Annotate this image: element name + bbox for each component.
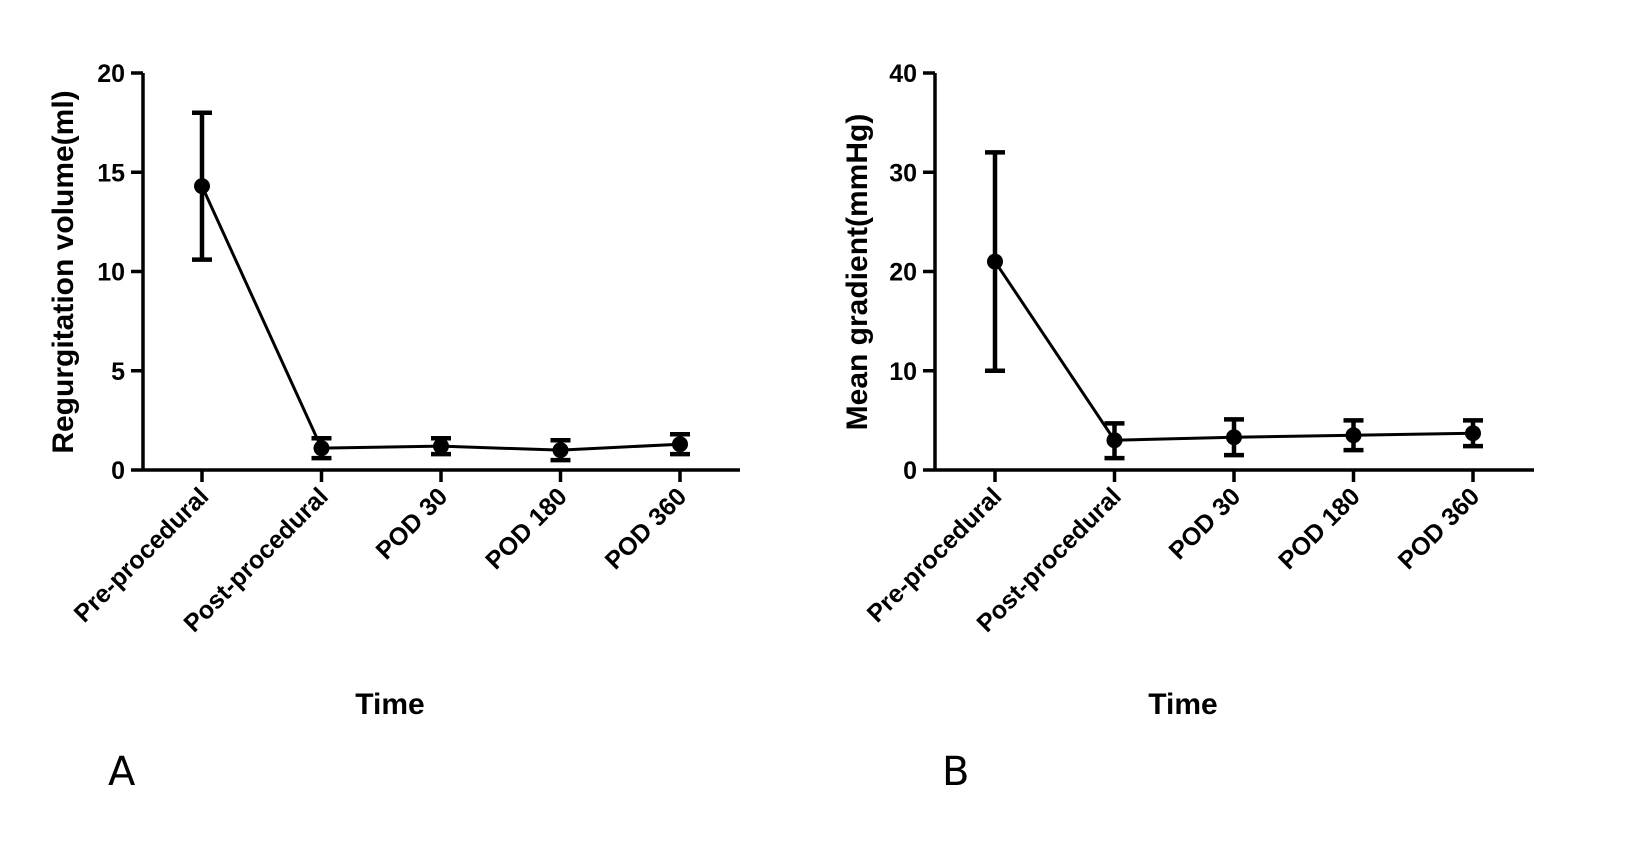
y-tick-label: 20 — [97, 60, 125, 88]
y-axis-title: Regurgitation volume(ml) — [47, 90, 80, 453]
y-tick-label: 15 — [97, 159, 125, 187]
x-tick-label: POD 180 — [1273, 482, 1366, 575]
x-axis-title: Time — [1148, 688, 1217, 721]
panel-letter: A — [108, 749, 136, 795]
panel-letter: B — [942, 749, 969, 795]
y-tick-label: 10 — [97, 259, 125, 287]
y-tick-label: 5 — [111, 358, 125, 386]
x-tick-label: POD 360 — [1393, 482, 1486, 575]
data-point — [672, 436, 688, 453]
y-tick-label: 40 — [889, 60, 917, 88]
y-tick-label: 0 — [903, 457, 917, 485]
data-point — [1106, 432, 1123, 449]
x-axis-title: Time — [355, 688, 424, 721]
y-tick-label: 0 — [111, 457, 125, 485]
y-tick-label: 20 — [889, 259, 917, 287]
data-point — [194, 178, 210, 195]
data-point — [1465, 425, 1481, 442]
data-point — [1226, 429, 1242, 446]
x-tick-label: POD 30 — [1164, 482, 1247, 565]
x-tick-label: POD 30 — [371, 482, 454, 565]
data-point — [1345, 427, 1362, 444]
data-point — [433, 438, 449, 455]
series-line — [200, 185, 681, 452]
x-tick-label: POD 180 — [480, 482, 573, 575]
data-point — [987, 253, 1003, 270]
y-tick-label: 30 — [889, 159, 917, 187]
y-axis-title: Mean gradient(mmHg) — [841, 114, 874, 431]
data-point — [552, 442, 569, 459]
data-point — [313, 440, 330, 457]
y-tick-label: 10 — [889, 358, 917, 386]
x-tick-label: POD 360 — [600, 482, 693, 575]
series-line — [993, 260, 1474, 442]
